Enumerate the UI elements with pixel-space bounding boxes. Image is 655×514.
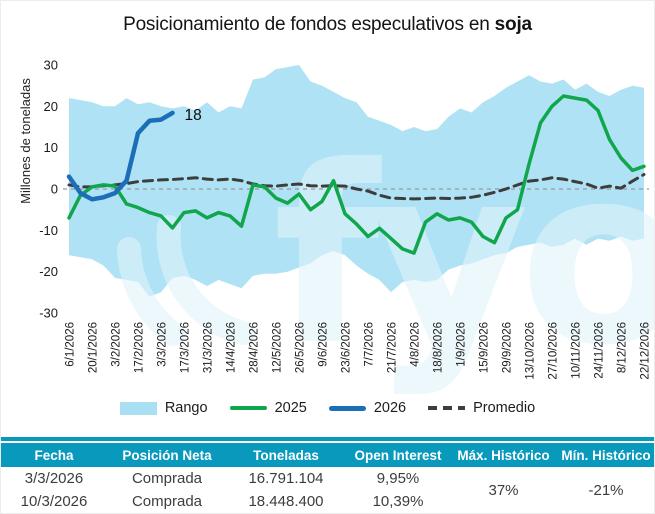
title-highlight: soja [494,14,532,35]
line-2026 [66,110,175,202]
positions-table: Fecha Posición Neta Toneladas Open Inter… [1,437,654,513]
table-row: 10/3/2026 Comprada 18.448.400 10,39% [1,490,654,513]
cell-toneladas: 16.791.104 [227,467,345,490]
svg-text:26/5/2026: 26/5/2026 [295,322,307,373]
cell-posicion-neta: Comprada [107,467,227,490]
title-text: Posicionamiento de fondos especulativos … [123,14,490,35]
svg-text:24/11/2026: 24/11/2026 [594,322,606,379]
annotation-last-value: 18 [185,107,202,124]
col-max-historico: Máx. Histórico [451,443,556,467]
svg-text:6/1/2026: 6/1/2026 [65,322,77,367]
svg-text:20/1/2026: 20/1/2026 [88,322,100,373]
svg-text:17/3/2026: 17/3/2026 [180,322,192,373]
table-accent-bar [1,437,654,441]
col-toneladas: Toneladas [227,443,345,467]
promedio-line [67,173,646,201]
svg-text:4/8/2026: 4/8/2026 [410,322,422,367]
cell-fecha: 10/3/2026 [1,490,107,513]
svg-text:1/9/2026: 1/9/2026 [456,322,468,367]
svg-text:31/3/2026: 31/3/2026 [203,322,215,373]
svg-text:-30: -30 [39,306,58,321]
cell-fecha: 3/3/2026 [1,467,107,490]
svg-text:0: 0 [51,182,58,197]
cell-toneladas: 18.448.400 [227,490,345,513]
svg-text:10/11/2026: 10/11/2026 [571,322,583,379]
chart-legend: Rango 2025 2026 Promedio [1,400,654,416]
svg-text:28/4/2026: 28/4/2026 [249,322,261,373]
legend-label: Rango [164,400,208,416]
dashed-line-swatch-icon [428,406,466,410]
svg-text:8/12/2026: 8/12/2026 [617,322,629,373]
y-axis-title: Millones de toneladas [18,78,33,204]
legend-item-2026: 2026 [328,400,407,416]
svg-text:30: 30 [44,58,58,73]
svg-text:-20: -20 [39,264,58,279]
range-band [69,65,644,297]
line-2025 [67,94,646,255]
watermark-fyo-text: fyo [273,114,655,398]
col-min-historico: Mín. Histórico [556,443,654,467]
svg-text:12/5/2026: 12/5/2026 [272,322,284,373]
svg-text:14/4/2026: 14/4/2026 [226,322,238,373]
y-axis-labels: 30 20 10 0 -10 -20 -30 [39,58,58,321]
col-fecha: Fecha [1,443,107,467]
legend-label: 2026 [373,400,407,416]
col-open-interest: Open Interest [345,443,451,467]
legend-item-promedio: Promedio [428,400,535,416]
watermark-arcs [117,215,255,346]
svg-text:-10: -10 [39,223,58,238]
col-posicion-neta: Posición Neta [107,443,227,467]
svg-text:10: 10 [44,140,58,155]
range-swatch-icon [119,401,157,415]
cell-posicion-neta: Comprada [107,490,227,513]
svg-text:29/9/2026: 29/9/2026 [502,322,514,373]
legend-item-rango: Rango [119,400,208,416]
line-2026-swatch-icon [328,405,366,411]
svg-text:15/9/2026: 15/9/2026 [479,322,491,373]
x-axis-labels: 6/1/2026 20/1/2026 3/2/2026 17/2/2026 3/3/20… [65,322,652,380]
line-2025-swatch-icon [229,406,267,410]
svg-text:17/2/2026: 17/2/2026 [134,322,146,373]
svg-text:21/7/2026: 21/7/2026 [387,322,399,373]
svg-text:3/3/2026: 3/3/2026 [157,322,169,367]
svg-text:13/10/2026: 13/10/2026 [525,322,537,380]
svg-text:27/10/2026: 27/10/2026 [548,322,560,380]
page-title: Posicionamiento de fondos especulativos … [1,14,654,36]
table-row: 3/3/2026 Comprada 16.791.104 9,95% 37% -… [1,467,654,513]
cell-min-historico: -21% [556,467,654,513]
svg-text:20: 20 [44,99,58,114]
svg-text:18/8/2026: 18/8/2026 [433,322,445,373]
cell-open-interest: 9,95% [345,467,451,490]
cell-open-interest: 10,39% [345,490,451,513]
legend-item-2025: 2025 [229,400,307,416]
cell-max-historico: 37% [451,467,556,513]
legend-label: Promedio [473,400,536,416]
svg-text:9/6/2026: 9/6/2026 [318,322,330,367]
table-header-row: Fecha Posición Neta Toneladas Open Inter… [1,443,654,467]
svg-text:22/12/2026: 22/12/2026 [640,322,652,380]
svg-text:7/7/2026: 7/7/2026 [364,322,376,367]
legend-label: 2025 [274,400,307,416]
svg-text:23/6/2026: 23/6/2026 [341,322,353,373]
svg-text:3/2/2026: 3/2/2026 [111,322,123,367]
